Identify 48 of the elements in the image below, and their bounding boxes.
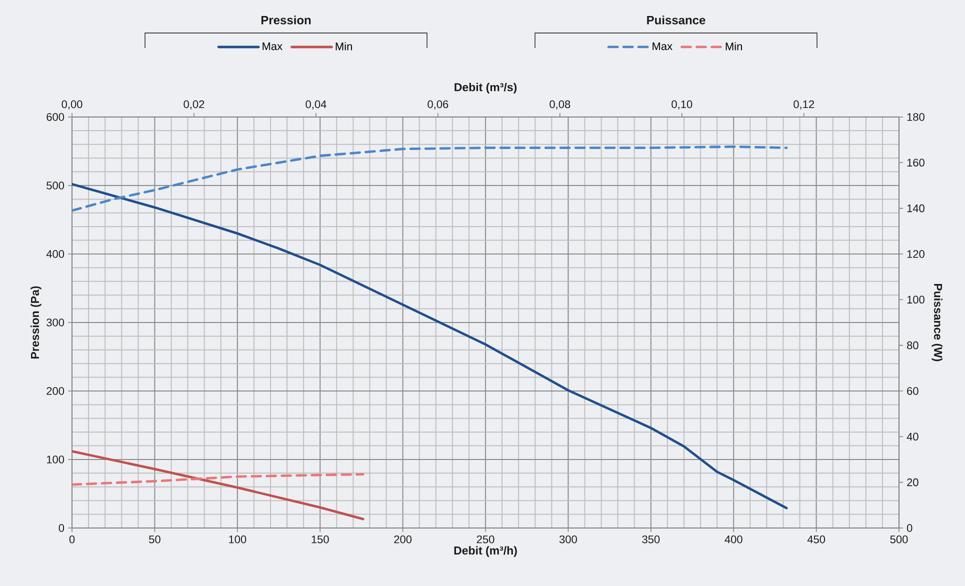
x2-tick-label: 0,00 [62,100,82,110]
line-series [72,182,788,510]
x-tick-label: 300 [559,536,577,544]
legend-label: Min [726,42,742,50]
y-tick-label: 600 [46,113,64,121]
y2-tick-label: 60 [907,387,918,395]
x2-tick-label: 0,10 [672,100,692,110]
x-tick-label: 200 [394,536,412,544]
x-tick-label: 350 [642,536,660,544]
y2-tick-label: 100 [907,296,924,304]
x-tick-label: 250 [476,536,494,544]
x-tick-label: 500 [890,536,908,544]
x-tick-label: 400 [724,536,742,544]
line-series [72,473,364,486]
x-tick-label: 50 [149,536,160,544]
x-axis-title: Debit (m³/h) [454,546,517,557]
text: Puissance [647,16,706,24]
x2-axis-title: Debit (m³/s) [454,82,517,94]
x-tick-label: 450 [807,536,826,544]
y2-tick-label: 80 [907,341,918,350]
y2-tick-label: 160 [907,158,924,167]
y2-tick-label: 40 [906,432,918,441]
legend-label: Max [262,42,282,50]
legend-label: Min [336,42,352,50]
line-series [72,450,364,520]
x2-tick-label: 0,08 [550,100,570,110]
x2-tick-label: 0,06 [428,100,448,110]
legend-label: Max [652,42,672,50]
x-tick-label: 100 [229,536,246,544]
y-tick-label: 300 [46,318,64,326]
x2-tick-label: 0,02 [184,100,204,110]
y-tick-label: 0 [58,524,64,532]
y-tick-label: 400 [46,250,64,258]
y2-tick-label: 140 [907,204,924,212]
x-tick-label: 150 [312,536,329,544]
y2-tick-label: 0 [906,524,912,532]
text: Pression [261,16,311,24]
x2-tick-label: 0,04 [306,100,326,110]
y-axis-title: Pression (Pa) [30,286,42,358]
y-tick-label: 100 [46,456,64,464]
y2-axis-title: Puissance (W) [932,284,942,362]
y-tick-label: 500 [46,182,64,190]
y2-tick-label: 120 [907,250,924,258]
y-tick-label: 200 [46,387,64,395]
y2-tick-label: 20 [907,478,918,486]
y2-tick-label: 180 [907,113,924,121]
x2-tick-label: 0,12 [794,100,814,110]
x-tick-label: 0 [69,536,75,544]
